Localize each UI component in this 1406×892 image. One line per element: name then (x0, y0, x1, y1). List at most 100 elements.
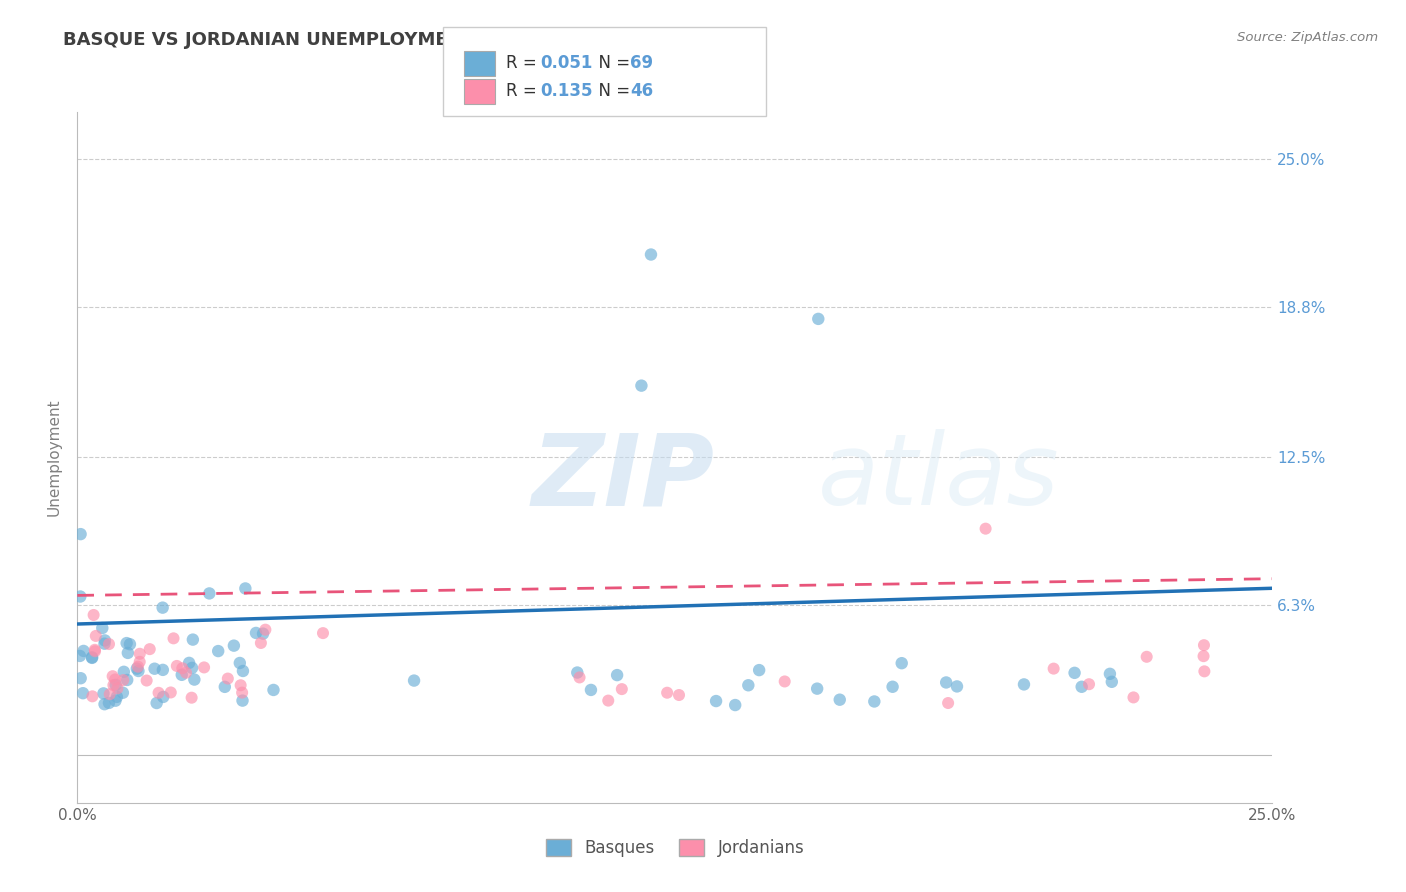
Point (1012, 677, 1035, 691)
Point (152, 663, 174, 677)
Text: 69: 69 (630, 54, 652, 72)
Point (882, 680, 904, 694)
Point (69, 671, 91, 685)
Point (724, 698, 747, 712)
Text: ZIP: ZIP (531, 429, 714, 526)
Point (252, 626, 274, 640)
Point (935, 675, 957, 690)
Text: atlas: atlas (818, 429, 1060, 526)
Point (98, 637, 121, 651)
Point (232, 664, 254, 678)
Point (118, 637, 141, 651)
Point (93, 686, 115, 700)
Point (91, 621, 114, 635)
Point (172, 661, 194, 675)
Point (312, 626, 335, 640)
Point (112, 673, 135, 687)
Point (104, 673, 127, 687)
Point (174, 665, 197, 680)
Text: 46: 46 (630, 82, 652, 101)
Point (112, 665, 135, 679)
Point (138, 642, 160, 657)
Point (152, 600, 174, 615)
Point (1122, 690, 1144, 705)
Point (579, 682, 602, 697)
Point (84, 644, 107, 658)
Point (94, 633, 117, 648)
Point (610, 682, 633, 697)
Point (193, 660, 215, 674)
Point (568, 670, 591, 684)
Point (98, 687, 121, 701)
Point (104, 678, 127, 692)
Point (250, 636, 273, 650)
Point (69, 527, 91, 541)
Point (1098, 666, 1121, 681)
Point (235, 582, 257, 596)
Text: Source: ZipAtlas.com: Source: ZipAtlas.com (1237, 31, 1378, 45)
Point (148, 686, 170, 700)
Point (974, 522, 997, 536)
Point (128, 655, 150, 669)
Point (179, 656, 201, 670)
Text: R =: R = (506, 82, 543, 101)
Point (127, 664, 149, 678)
Point (402, 673, 425, 688)
Point (111, 686, 134, 700)
Point (180, 690, 202, 705)
Point (166, 659, 188, 673)
Point (152, 690, 174, 704)
Point (115, 636, 138, 650)
Point (1192, 649, 1215, 664)
Point (773, 674, 796, 689)
Point (806, 681, 828, 696)
Point (217, 672, 239, 686)
Point (1078, 677, 1101, 691)
Point (946, 680, 969, 694)
Point (93, 697, 115, 711)
Point (84, 629, 107, 643)
Point (1194, 665, 1216, 679)
Text: R =: R = (506, 54, 543, 72)
Point (69, 590, 91, 604)
Point (207, 644, 229, 658)
Point (231, 685, 253, 699)
Point (72, 686, 94, 700)
Point (1101, 674, 1123, 689)
Point (640, 247, 662, 261)
Point (214, 680, 236, 694)
Point (162, 632, 184, 646)
Point (198, 586, 221, 600)
Point (104, 694, 127, 708)
Point (135, 673, 157, 688)
Point (630, 378, 652, 392)
Point (181, 661, 204, 675)
Text: BASQUE VS JORDANIAN UNEMPLOYMENT CORRELATION CHART: BASQUE VS JORDANIAN UNEMPLOYMENT CORRELA… (63, 31, 696, 49)
Point (183, 673, 205, 687)
Point (668, 688, 690, 702)
Point (567, 665, 589, 680)
Point (1070, 680, 1092, 694)
Point (748, 663, 770, 677)
Point (263, 682, 285, 697)
Point (245, 626, 267, 640)
Point (83, 607, 105, 622)
Point (105, 690, 128, 704)
Point (72, 644, 94, 658)
Y-axis label: Unemployment: Unemployment (46, 399, 62, 516)
Point (704, 694, 727, 708)
Legend: Basques, Jordanians: Basques, Jordanians (538, 832, 811, 863)
Point (222, 639, 245, 653)
Point (69, 648, 91, 663)
Point (97, 696, 120, 710)
Point (80, 651, 103, 665)
Text: 0.051: 0.051 (540, 54, 592, 72)
Point (127, 659, 149, 673)
Point (143, 662, 166, 676)
Point (80, 650, 103, 665)
Point (655, 686, 678, 700)
Text: N =: N = (588, 54, 636, 72)
Point (170, 668, 193, 682)
Point (828, 692, 851, 706)
Point (229, 656, 252, 670)
